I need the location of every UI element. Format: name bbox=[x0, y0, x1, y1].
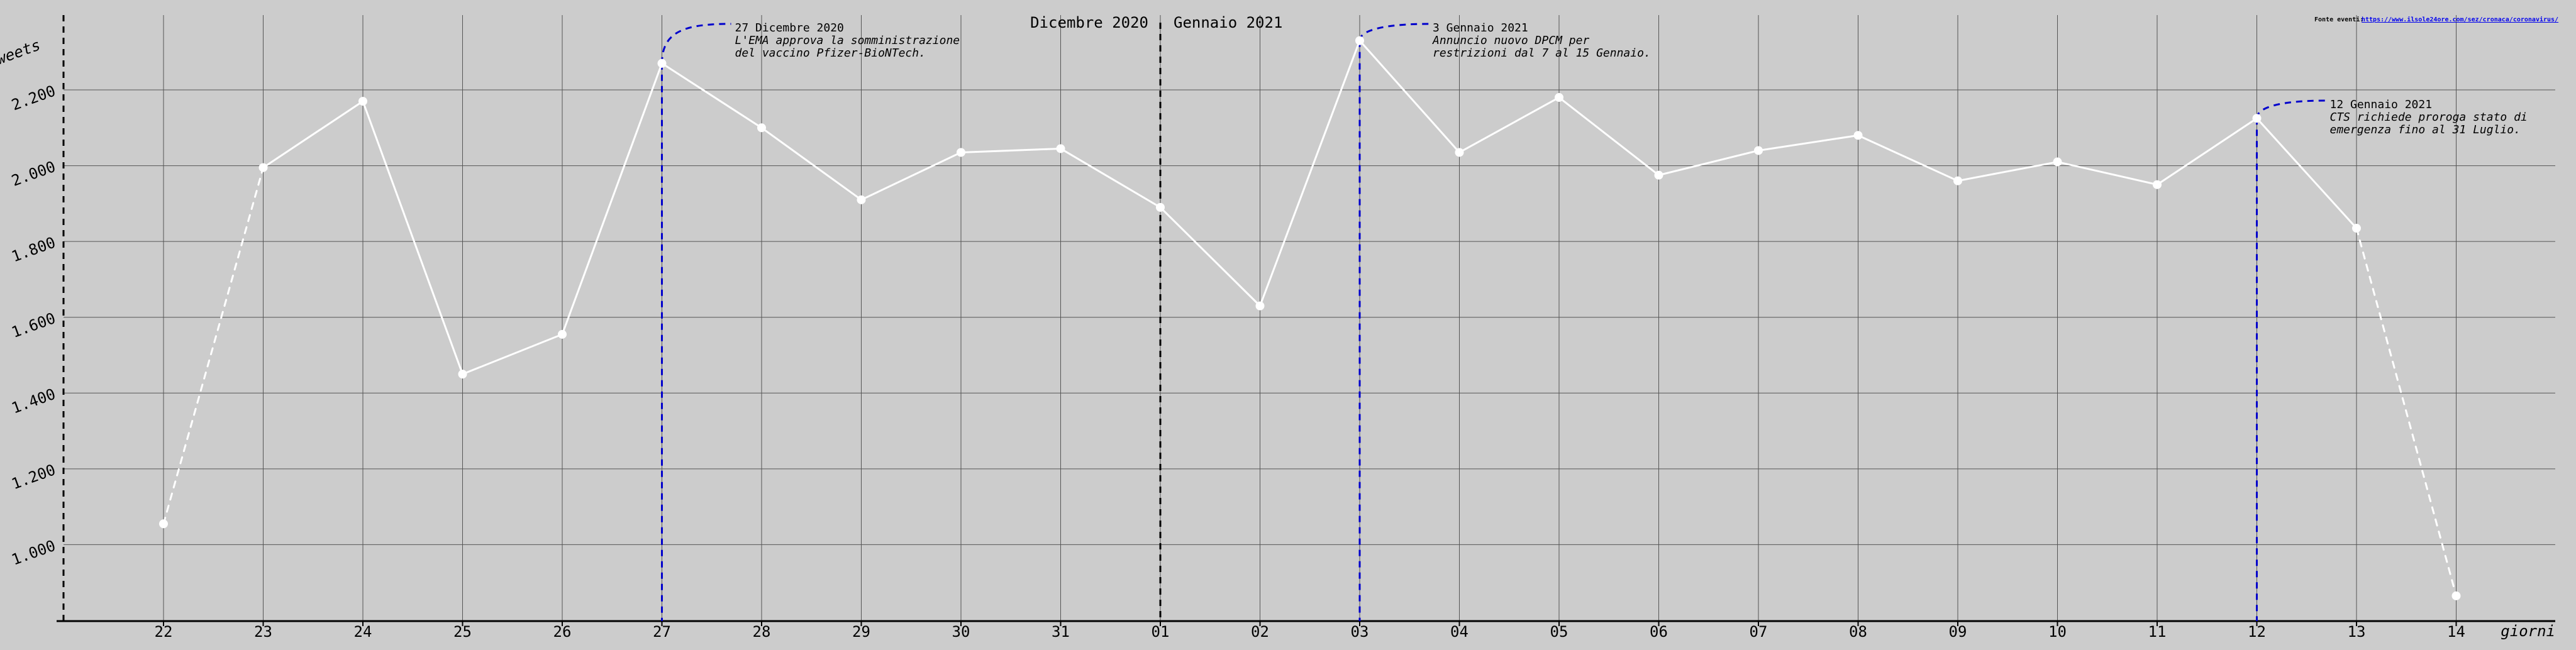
x-tick-label: 25 bbox=[453, 623, 472, 641]
data-point bbox=[1255, 301, 1265, 311]
data-point bbox=[957, 148, 965, 157]
x-tick-label: 12 bbox=[2248, 623, 2266, 641]
source-link[interactable]: https://www.ilsole24ore.com/sez/cronaca/… bbox=[2362, 16, 2558, 23]
series-segment bbox=[2355, 227, 2457, 597]
data-point bbox=[2153, 180, 2162, 189]
series-segment bbox=[1757, 134, 1859, 151]
annotation-date: 12 Gennaio 2021 bbox=[2330, 98, 2433, 111]
series-segment bbox=[1957, 161, 2058, 182]
data-point bbox=[558, 329, 567, 339]
event-arc bbox=[661, 23, 731, 63]
series-segment bbox=[2156, 117, 2258, 186]
data-point bbox=[2053, 157, 2062, 167]
data-point bbox=[657, 58, 667, 68]
data-point bbox=[159, 519, 168, 529]
data-point bbox=[1156, 202, 1165, 212]
data-point bbox=[1654, 170, 1663, 180]
x-tick-label: 05 bbox=[1550, 623, 1568, 641]
data-point bbox=[757, 123, 766, 133]
series-segment bbox=[760, 126, 862, 201]
series-segment bbox=[1857, 134, 1959, 182]
x-tick-label: 08 bbox=[1849, 623, 1867, 641]
series-segment bbox=[860, 151, 962, 201]
x-tick-label: 23 bbox=[254, 623, 272, 641]
series-segment bbox=[162, 167, 264, 525]
data-point bbox=[1355, 36, 1364, 45]
source-label: Fonte eventi: bbox=[2314, 16, 2363, 23]
data-points bbox=[159, 36, 2461, 600]
series-segment bbox=[1658, 149, 1760, 177]
series-segment bbox=[362, 100, 464, 375]
x-tick-label: 04 bbox=[1450, 623, 1468, 641]
x-tick-label: 14 bbox=[2447, 623, 2465, 641]
data-point bbox=[1555, 93, 1563, 102]
x-tick-label: 29 bbox=[852, 623, 870, 641]
annotation-text: L'EMA approva la somministrazione bbox=[735, 34, 960, 47]
series-segment bbox=[1358, 40, 1460, 153]
data-point bbox=[1455, 148, 1464, 157]
series-segment bbox=[561, 62, 663, 336]
annotation-text: Annuncio nuovo DPCM per bbox=[1432, 34, 1589, 47]
x-tick-label: 01 bbox=[1152, 623, 1170, 641]
data-point bbox=[2252, 114, 2262, 123]
data-point bbox=[2451, 591, 2461, 600]
annotation-text: del vaccino Pfizer-BioNTech. bbox=[735, 47, 926, 60]
x-tick-label: 28 bbox=[753, 623, 771, 641]
annotation-text: emergenza fino al 31 Luglio. bbox=[2330, 123, 2521, 136]
x-tick-label: 22 bbox=[155, 623, 173, 641]
series-segment bbox=[1259, 40, 1361, 307]
series-segment bbox=[1558, 96, 1660, 177]
month-label-dicembre: Dicembre 2020 bbox=[1030, 14, 1148, 31]
annotation-date: 3 Gennaio 2021 bbox=[1433, 21, 1528, 35]
x-tick-label: 26 bbox=[553, 623, 572, 641]
series-segment bbox=[1159, 206, 1261, 307]
data-point bbox=[1754, 146, 1763, 155]
series-segment bbox=[462, 333, 564, 375]
series-segment bbox=[960, 147, 1062, 153]
data-point bbox=[857, 195, 866, 204]
x-tick-label: 03 bbox=[1351, 623, 1369, 641]
data-point bbox=[1953, 176, 1962, 185]
series-segment bbox=[1060, 147, 1162, 209]
data-point bbox=[1853, 131, 1863, 140]
x-axis-label: giorni bbox=[2501, 622, 2555, 640]
data-point bbox=[2352, 224, 2361, 233]
series-segment bbox=[661, 62, 763, 129]
x-tick-label: 13 bbox=[2348, 623, 2366, 641]
month-label-gennaio: Gennaio 2021 bbox=[1174, 14, 1282, 31]
x-tick-label: 24 bbox=[354, 623, 372, 641]
series-line bbox=[162, 40, 2457, 597]
series-segment bbox=[2057, 161, 2158, 186]
data-point bbox=[358, 97, 367, 106]
x-tick-label: 09 bbox=[1949, 623, 1967, 641]
x-tick-label: 07 bbox=[1750, 623, 1768, 641]
data-point bbox=[458, 370, 467, 379]
x-tick-label: 10 bbox=[2048, 623, 2067, 641]
annotation-text: restrizioni dal 7 al 15 Gennaio. bbox=[1433, 47, 1651, 60]
x-tick-label: 27 bbox=[653, 623, 671, 641]
x-tick-label: 11 bbox=[2148, 623, 2167, 641]
axes bbox=[57, 15, 2555, 626]
series-segment bbox=[1458, 96, 1560, 153]
x-tick-label: 06 bbox=[1650, 623, 1668, 641]
x-tick-label: 31 bbox=[1052, 623, 1070, 641]
data-point bbox=[258, 163, 268, 172]
annotation-date: 27 Dicembre 2020 bbox=[735, 21, 844, 35]
data-point bbox=[1056, 144, 1065, 153]
x-tick-label: 30 bbox=[952, 623, 970, 641]
series-segment bbox=[262, 100, 364, 169]
series-segment bbox=[2256, 117, 2358, 229]
x-tick-label: 02 bbox=[1251, 623, 1269, 641]
annotation-text: CTS richiede proroga stato di bbox=[2330, 111, 2528, 124]
